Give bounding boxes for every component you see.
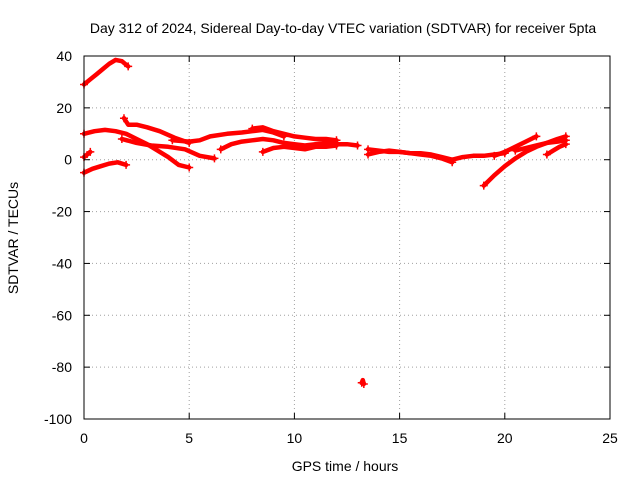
series-arc-12 [364,148,457,167]
data-point [86,147,95,156]
series-arc-9 [248,124,341,145]
series-arc-10 [258,141,341,156]
data-point [359,379,368,388]
data-point [248,124,257,133]
series-line [81,57,131,87]
y-tick-label: -20 [52,204,72,220]
series-arc-1 [80,57,133,89]
data-point [185,163,194,172]
series-arc-2 [80,160,131,177]
ticks: 0 5 10 15 20 25 -100 -80 -60 -40 -20 0 20 40 [44,48,618,446]
y-tick-label: -80 [52,359,72,375]
y-tick-label: 40 [56,48,72,64]
series-line [544,141,569,157]
data-point [448,158,457,167]
data-point [532,132,541,141]
series-outlier [357,377,368,388]
y-tick-label: -40 [52,255,72,271]
data-point [364,150,373,159]
grid [84,56,610,419]
series-arc-16 [542,140,570,159]
data-point [490,151,499,160]
x-tick-label: 15 [392,430,408,446]
x-tick-label: 25 [602,430,618,446]
series-line [250,125,339,143]
data-point [210,154,219,163]
data-point [511,146,520,155]
x-tick-label: 0 [80,430,88,446]
series-line [119,136,217,161]
data-point [119,114,128,123]
data-point [353,141,362,150]
x-axis-label: GPS time / hours [292,458,399,474]
series-line [81,127,192,170]
data-point [124,62,133,71]
series-arc-5 [117,134,219,163]
series-line [121,115,192,146]
data-point [479,181,488,190]
series-layer [80,57,570,388]
series-line [81,149,93,160]
data-point [216,145,225,154]
plot-frame [83,55,611,420]
data-point [258,147,267,156]
x-tick-label: 10 [287,430,303,446]
y-axis-label: SDTVAR / TECUs [5,182,21,294]
data-point [117,134,126,143]
x-tick-label: 20 [497,430,513,446]
data-point [542,150,551,159]
x-tick-label: 5 [185,430,193,446]
series-line [513,138,569,153]
chart-title: Day 312 of 2024, Sidereal Day-to-day VTE… [90,20,597,36]
data-point [168,136,177,145]
y-tick-label: -60 [52,307,72,323]
series-line [81,160,129,175]
y-tick-label: 20 [56,100,72,116]
y-tick-label: -100 [44,411,72,427]
data-point [122,160,131,169]
data-point [332,141,341,150]
series-line [260,143,339,155]
series-line [365,148,455,165]
series-arc-3 [80,147,95,162]
data-point [561,140,570,149]
y-tick-label: 0 [64,152,72,168]
